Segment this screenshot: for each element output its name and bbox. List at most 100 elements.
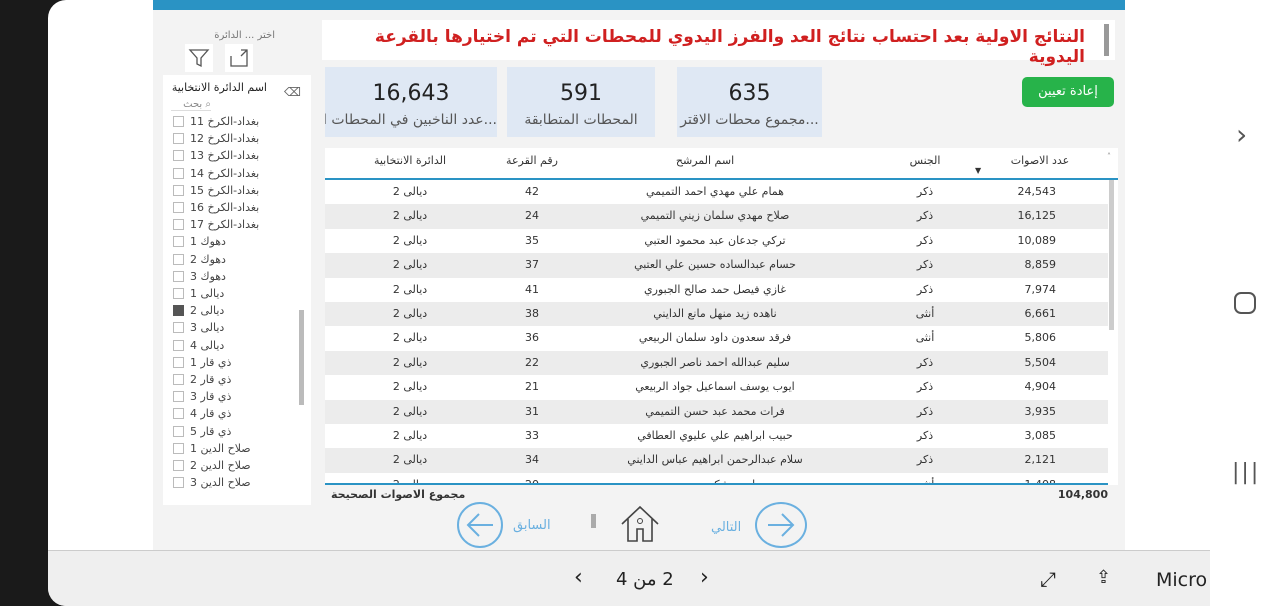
reset-button[interactable]: إعادة تعيين <box>1022 77 1114 107</box>
checkbox[interactable] <box>173 184 184 196</box>
cell-draw: 33 <box>525 429 539 442</box>
table-row[interactable]: ديالى 2 24 صلاح مهدي سلمان زيني التميمي ذكر… <box>325 204 1108 229</box>
expand-icon[interactable]: ⤢ <box>1040 567 1056 591</box>
cell-votes: 4,904 <box>1024 380 1057 394</box>
slicer-item[interactable]: بغداد-الكرخ 16 <box>173 199 259 216</box>
checkbox[interactable] <box>173 442 184 454</box>
slicer-item[interactable]: ذي قار 4 <box>173 405 231 422</box>
filter-pane-header: اختر ... الدائرة <box>214 30 275 41</box>
slicer-item[interactable]: صلاح الدين 2 <box>173 457 251 474</box>
next-button[interactable]: التالي <box>711 520 742 535</box>
slicer-item[interactable]: ذي قار 1 <box>173 354 231 371</box>
slicer-item[interactable]: بغداد-الكرخ 14 <box>173 165 259 182</box>
checkbox[interactable] <box>173 133 184 145</box>
eraser-icon[interactable]: ⌫ <box>284 85 301 99</box>
cell-draw: 21 <box>525 380 539 394</box>
chevron-right-icon[interactable]: › <box>1236 118 1248 151</box>
header-name[interactable]: اسم المرشح <box>675 154 735 167</box>
table-row[interactable]: ديالى 2 42 همام علي مهدي احمد التميمي ذكر 24… <box>325 180 1108 205</box>
slicer-item[interactable]: بغداد-الكرخ 15 <box>173 182 259 199</box>
slicer-item[interactable]: ذي قار 5 <box>173 423 231 440</box>
table-row[interactable]: ديالى 2 31 فرات محمد عبد حسن التميمي ذكر 3,9… <box>325 399 1108 424</box>
checkbox[interactable] <box>173 116 184 127</box>
checkbox[interactable] <box>173 288 184 299</box>
cell-gender: أنثى <box>915 307 935 320</box>
slicer-item[interactable]: ذي قار 3 <box>173 388 231 405</box>
header-draw[interactable]: رقم القرعة <box>506 154 558 167</box>
table-row[interactable]: ديالى 2 21 ايوب يوسف اسماعيل جواد الربيعي ذ… <box>325 375 1108 400</box>
checkbox[interactable] <box>173 408 184 420</box>
slicer-item[interactable]: صلاح الدين 1 <box>173 440 251 457</box>
slicer-item[interactable]: دهوك 2 <box>173 251 226 268</box>
checkbox[interactable] <box>173 219 184 231</box>
title-scrollbar <box>1104 24 1109 56</box>
prev-arrow-icon[interactable] <box>457 502 503 548</box>
cell-name: سليم عبدالله احمد ناصر الجبوري <box>640 355 790 369</box>
checkbox[interactable] <box>173 202 184 213</box>
checkbox[interactable] <box>173 425 184 437</box>
slicer-item[interactable]: دهوك 3 <box>173 268 226 285</box>
next-arrow-icon[interactable] <box>755 502 807 548</box>
checkbox[interactable] <box>173 339 184 351</box>
slicer-item[interactable]: صلاح الدين 3 <box>173 474 251 491</box>
table-row[interactable]: ديالى 2 22 سليم عبدالله احمد ناصر الجبوري ذ… <box>325 350 1108 376</box>
table-row[interactable]: ديالى 2 37 حسام عبدالساده حسين علي العتبي ذ… <box>325 253 1108 278</box>
checkbox[interactable] <box>173 253 184 265</box>
filter-icon[interactable] <box>185 44 213 72</box>
cell-gender: ذكر <box>916 429 934 442</box>
checkbox[interactable] <box>173 167 184 179</box>
slicer-item[interactable]: بغداد-الكرخ 17 <box>173 216 259 233</box>
home-icon[interactable] <box>619 504 661 548</box>
table-row[interactable]: ديالى 2 33 حبيب ابراهيم علي عليوي العطافي ذ… <box>325 424 1108 449</box>
checkbox[interactable] <box>173 460 184 471</box>
header-votes[interactable]: عدد الاصوات <box>1010 154 1070 167</box>
header-district[interactable]: الدائرة الانتخابية <box>373 154 447 167</box>
checkbox[interactable] <box>173 391 184 403</box>
cell-gender: ذكر <box>916 233 934 247</box>
cell-name: تركي جدعان عبد محمود العتبي <box>644 233 786 247</box>
checkbox[interactable] <box>173 356 184 368</box>
table-row[interactable]: ديالى 2 36 فرقد سعدون داود سلمان الربيعي أن… <box>325 326 1108 351</box>
scroll-up-icon[interactable]: ˄ <box>1107 152 1111 161</box>
card-total-stations: 635 ...مجموع محطات الاقتر <box>677 67 822 137</box>
checkbox[interactable] <box>173 322 184 334</box>
slicer-item-label: صلاح الدين 3 <box>190 476 251 490</box>
card-label: ...مجموع محطات الاقتر <box>680 112 819 128</box>
recent-apps-icon[interactable]: ||| <box>1232 460 1261 485</box>
table-row[interactable]: ديالى 2 41 غازي فيصل حمد صالح الجبوري ذكر 7,… <box>325 277 1108 302</box>
next-page-icon[interactable]: › <box>700 565 709 590</box>
home-nav-icon[interactable] <box>1234 292 1256 314</box>
slicer-item[interactable]: ديالى 1 <box>173 285 224 302</box>
slicer-search[interactable]: ⌕ بحث <box>171 99 211 111</box>
slicer-item[interactable]: بغداد-الكرخ 12 <box>173 130 259 147</box>
checkbox[interactable] <box>173 374 184 385</box>
checkbox[interactable] <box>173 236 184 248</box>
android-nav: › ||| <box>1210 0 1280 606</box>
checkbox[interactable] <box>173 270 184 282</box>
slicer-item[interactable]: ديالى 4 <box>173 337 224 354</box>
sort-desc-icon: ▼ <box>975 166 982 175</box>
checkbox[interactable] <box>173 305 184 317</box>
slicer-item[interactable]: ديالى 3 <box>173 319 224 336</box>
table-row[interactable]: ديالى 2 38 ناهده زيد منهل مانع الدايني أنثى… <box>325 302 1108 327</box>
slicer-item[interactable]: ذي قار 2 <box>173 371 231 388</box>
checkbox[interactable] <box>173 150 184 162</box>
focus-mode-icon[interactable] <box>225 44 253 72</box>
slicer-item[interactable]: دهوك 1 <box>173 233 226 250</box>
prev-button[interactable]: السابق <box>513 518 551 533</box>
table-row[interactable]: ديالى 2 35 تركي جدعان عبد محمود العتبي ذكر 1… <box>325 228 1108 254</box>
slicer-item[interactable]: ديالى 2 <box>173 302 224 319</box>
checkbox[interactable] <box>173 477 184 489</box>
share-icon[interactable]: ⇪ <box>1096 567 1112 588</box>
slicer-item-label: ذي قار 5 <box>190 424 232 438</box>
prev-page-icon[interactable]: ‹ <box>574 565 583 590</box>
slicer-item[interactable]: بغداد-الكرخ 13 <box>173 147 259 164</box>
table-row[interactable]: ديالى 2 20 ... احمد شكر محمود ... أنثى 1,408 <box>325 472 1108 485</box>
cell-gender: ذكر <box>916 282 934 296</box>
slicer-item[interactable]: بغداد-الكرخ 11 <box>173 113 259 130</box>
table-row[interactable]: ديالى 2 34 سلام عبدالرحمن ابراهيم عباس الد… <box>325 448 1108 473</box>
cell-name: سلام عبدالرحمن ابراهيم عباس الدايني <box>627 453 803 467</box>
slicer-scrollbar[interactable] <box>299 310 304 405</box>
header-gender[interactable]: الجنس <box>909 154 941 167</box>
table-scrollbar[interactable] <box>1109 180 1114 330</box>
